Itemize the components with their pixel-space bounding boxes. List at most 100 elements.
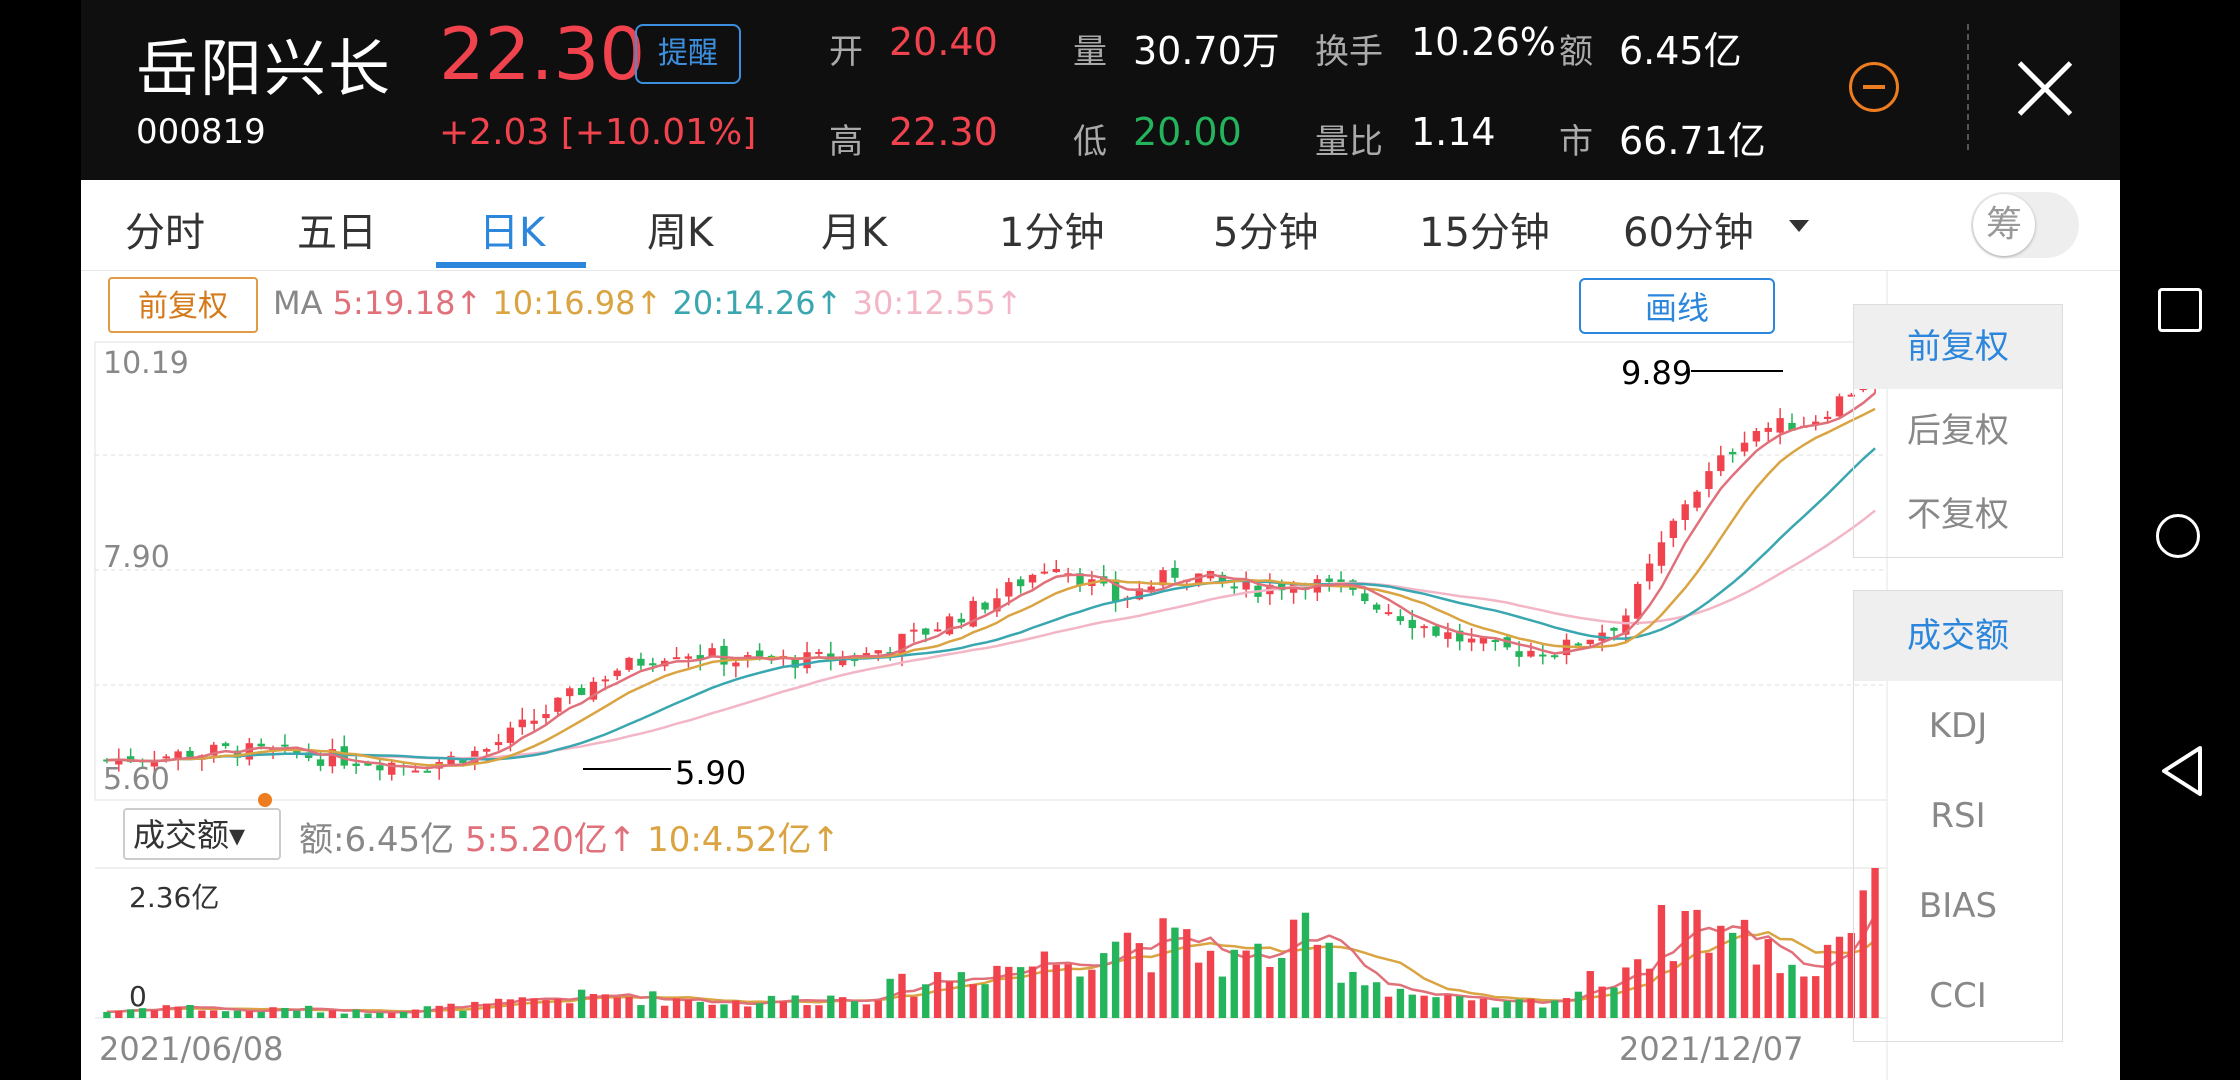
volume-bar xyxy=(352,1009,360,1018)
price-axis-mid: 7.90 xyxy=(103,540,170,575)
candle-body xyxy=(1812,421,1820,425)
recent-apps-icon[interactable] xyxy=(2158,288,2202,332)
candle-body xyxy=(1420,626,1428,629)
adjust-forward[interactable]: 前复权 xyxy=(1854,305,2062,389)
back-icon[interactable] xyxy=(2160,745,2204,797)
volume-bar xyxy=(732,1000,740,1018)
candle-body xyxy=(352,763,360,767)
volume-bar xyxy=(815,1005,823,1018)
indicator-cci[interactable]: CCI xyxy=(1929,976,1987,1016)
volume-bar xyxy=(198,1010,206,1018)
remove-watchlist-icon[interactable] xyxy=(1849,62,1899,112)
volume-ratio-label: 量比 xyxy=(1315,122,1383,162)
candle-body xyxy=(1361,593,1369,602)
tab-monthly-k[interactable]: 月K xyxy=(821,210,888,256)
volume-bar xyxy=(1645,968,1654,1018)
volume-bar xyxy=(388,1012,396,1018)
volume-bar xyxy=(933,972,942,1018)
candle-body xyxy=(316,759,325,766)
adjust-none[interactable]: 不复权 xyxy=(1907,495,2009,535)
volume-bar xyxy=(1313,944,1322,1018)
volume-bar xyxy=(1171,927,1179,1018)
volume-bar xyxy=(922,984,930,1018)
candle-body xyxy=(672,657,681,660)
volume-bar xyxy=(1206,950,1215,1018)
tab-15min[interactable]: 15分钟 xyxy=(1419,210,1550,256)
volume-bar xyxy=(316,1012,325,1018)
volume-axis-top: 2.36亿 xyxy=(129,881,220,914)
volume-bar xyxy=(435,1005,443,1018)
volume-legend: 额:6.45亿 5:5.20亿↑ 10:4.52亿↑ xyxy=(299,812,840,861)
ma10-line xyxy=(106,407,1876,767)
volume-bar xyxy=(269,1007,277,1018)
tab-intraday[interactable]: 分时 xyxy=(125,210,205,256)
volume-bar xyxy=(399,1011,408,1018)
volume-bar xyxy=(1372,982,1381,1018)
candle-body xyxy=(257,743,265,747)
candle-body xyxy=(482,749,491,752)
candle-body xyxy=(945,616,954,635)
volume-indicator-select[interactable]: 成交额▾ xyxy=(123,808,281,860)
candle-body xyxy=(1539,654,1547,657)
candle-body xyxy=(1467,638,1476,643)
candle-body xyxy=(696,655,704,660)
last-price: 22.30 xyxy=(439,12,646,96)
candle-body xyxy=(293,750,301,755)
low-marker-label: 5.90 xyxy=(675,754,747,792)
ma20-value: 20:14.26↑ xyxy=(672,284,843,322)
indicator-rsi[interactable]: RSI xyxy=(1930,796,1986,836)
chip-toggle[interactable]: 筹 xyxy=(1971,192,2079,258)
tab-weekly-k[interactable]: 周K xyxy=(647,210,714,256)
adjust-backward[interactable]: 后复权 xyxy=(1907,411,2009,451)
volume-bar xyxy=(1705,952,1713,1018)
chevron-down-icon[interactable] xyxy=(1789,220,1809,232)
draw-line-button[interactable]: 画线 xyxy=(1579,278,1775,334)
volume-bar xyxy=(1325,942,1333,1018)
volume-bar xyxy=(1100,953,1108,1018)
volume-bar xyxy=(1669,961,1678,1018)
adjust-mode-button[interactable]: 前复权 xyxy=(108,277,258,333)
open-label: 开 xyxy=(829,32,863,72)
tab-daily-k[interactable]: 日K xyxy=(479,210,546,256)
price-frame xyxy=(94,341,1888,801)
volume-bar xyxy=(328,1010,337,1018)
volume-bar xyxy=(625,996,633,1018)
candle-body xyxy=(1574,643,1583,646)
tab-5min[interactable]: 5分钟 xyxy=(1213,210,1319,256)
volume-ma5-line xyxy=(106,913,1877,1014)
candle-body xyxy=(150,762,159,767)
volume-bar xyxy=(1503,1000,1511,1018)
quote-header: 岳阳兴长 000819 22.30 +2.03 [+10.01%] 提醒 开 2… xyxy=(81,0,2120,180)
home-icon[interactable] xyxy=(2156,514,2200,558)
kline-chart[interactable] xyxy=(81,0,2120,1080)
indicator-kdj[interactable]: KDJ xyxy=(1928,706,1988,746)
candle-body xyxy=(577,687,586,695)
candle-body xyxy=(1823,416,1832,419)
candle-body xyxy=(518,719,526,728)
volume-bar xyxy=(993,965,1001,1018)
volume-bar xyxy=(779,1001,788,1018)
volume-bar xyxy=(1384,996,1393,1018)
candle-body xyxy=(126,756,135,763)
candle-body xyxy=(1194,573,1203,585)
candle-body xyxy=(245,743,254,760)
candle-body xyxy=(1681,504,1689,520)
indicator-bias[interactable]: BIAS xyxy=(1918,886,1998,926)
volume-bar xyxy=(720,1004,728,1018)
indicator-amount[interactable]: 成交额 xyxy=(1854,591,2062,681)
volume-bar xyxy=(1740,919,1749,1018)
volume-bar xyxy=(1788,964,1796,1018)
candle-body xyxy=(1444,632,1452,639)
tab-five-day[interactable]: 五日 xyxy=(297,210,377,256)
ma-legend: MA 5:19.18↑ 10:16.98↑ 20:14.26↑ 30:12.55… xyxy=(273,284,1023,322)
remind-button[interactable]: 提醒 xyxy=(635,24,741,84)
volume-bar xyxy=(447,1003,455,1018)
volume-bar xyxy=(1764,939,1772,1018)
tab-1min[interactable]: 1分钟 xyxy=(999,210,1105,256)
ma30-value: 30:12.55↑ xyxy=(852,284,1023,322)
tab-60min[interactable]: 60分钟 xyxy=(1623,210,1754,256)
amount-label: 额 xyxy=(1559,32,1593,72)
volume-bar xyxy=(518,997,526,1018)
candle-body xyxy=(542,714,550,719)
volume-bar xyxy=(1123,932,1132,1018)
